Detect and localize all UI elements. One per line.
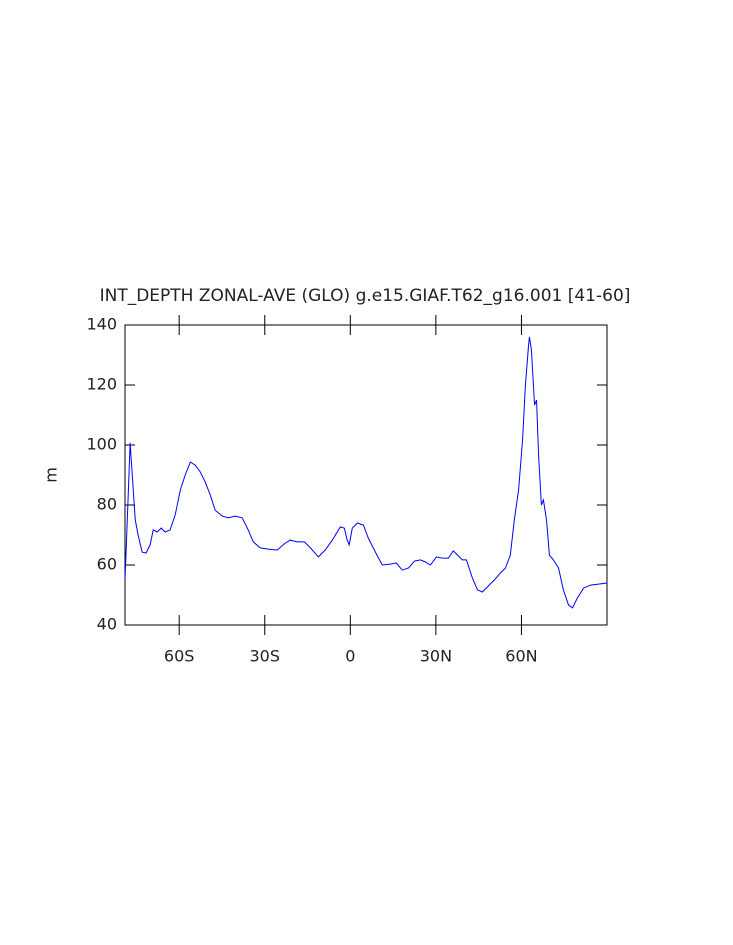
y-tick-label: 120 [86,375,117,394]
plot-frame [124,324,608,626]
y-tick-label: 60 [97,555,117,574]
y-tick-label: 140 [86,315,117,334]
y-tick-label: 100 [86,435,117,454]
x-tick-label: 0 [345,647,355,666]
y-axis-label: m [42,467,61,483]
x-tick-label: 60N [505,647,537,666]
x-tick-label: 30N [420,647,452,666]
data-line [124,336,608,609]
chart-title: INT_DEPTH ZONAL-AVE (GLO) g.e15.GIAF.T62… [100,286,631,306]
x-tick-label: 60S [164,647,195,666]
x-tick-label: 30S [249,647,280,666]
y-tick-label: 40 [97,615,117,634]
y-tick-label: 80 [97,495,117,514]
